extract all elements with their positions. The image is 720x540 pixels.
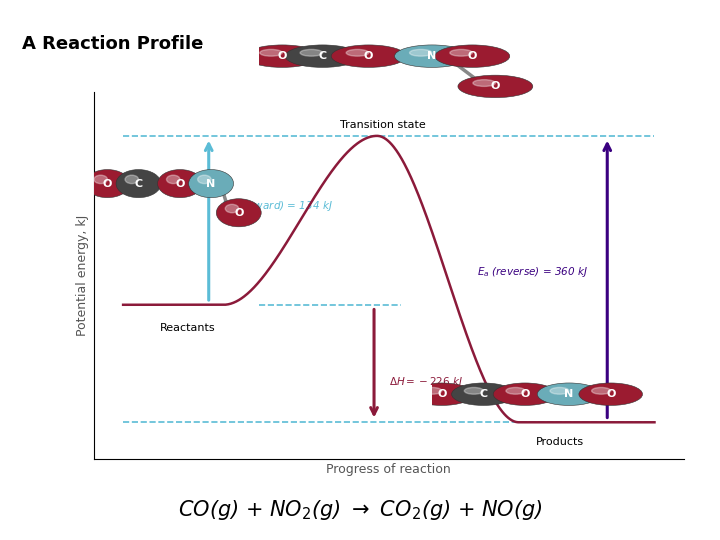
Circle shape — [331, 45, 406, 68]
Text: C: C — [135, 179, 143, 188]
Text: O: O — [103, 179, 112, 188]
Circle shape — [410, 50, 432, 56]
Text: O: O — [364, 51, 374, 61]
Text: O: O — [437, 389, 446, 399]
Text: O: O — [277, 51, 287, 61]
Y-axis label: Potential energy, kJ: Potential energy, kJ — [76, 215, 89, 336]
Circle shape — [450, 50, 472, 56]
Text: C: C — [318, 51, 327, 61]
Circle shape — [464, 388, 483, 394]
Text: N: N — [207, 179, 216, 188]
Circle shape — [197, 175, 211, 184]
Circle shape — [225, 204, 239, 213]
Text: O: O — [234, 208, 243, 218]
Circle shape — [346, 50, 369, 56]
Circle shape — [451, 383, 516, 406]
Text: O: O — [606, 389, 616, 399]
Circle shape — [285, 45, 360, 68]
Circle shape — [166, 175, 180, 184]
Circle shape — [300, 50, 323, 56]
Text: A Reaction Profile: A Reaction Profile — [22, 35, 203, 53]
Circle shape — [395, 45, 469, 68]
Circle shape — [189, 170, 233, 198]
Text: Reactants: Reactants — [161, 323, 216, 333]
Circle shape — [116, 170, 161, 198]
Circle shape — [473, 80, 495, 86]
Text: Products: Products — [536, 437, 584, 447]
Circle shape — [423, 388, 442, 394]
Circle shape — [85, 170, 130, 198]
Circle shape — [216, 199, 261, 227]
Text: $E_a$ (reverse) = 360 kJ: $E_a$ (reverse) = 360 kJ — [477, 265, 588, 279]
Circle shape — [537, 383, 601, 406]
Text: N: N — [564, 389, 574, 399]
Circle shape — [410, 383, 474, 406]
Text: O: O — [467, 51, 477, 61]
Text: $E_a$ (forward) = 134 kJ: $E_a$ (forward) = 134 kJ — [220, 199, 333, 213]
X-axis label: Progress of reaction: Progress of reaction — [326, 463, 451, 476]
Text: C: C — [480, 389, 487, 399]
Text: Transition state: Transition state — [340, 120, 426, 130]
Circle shape — [493, 383, 557, 406]
Circle shape — [94, 175, 107, 184]
Circle shape — [158, 170, 202, 198]
Text: O: O — [175, 179, 185, 188]
Circle shape — [458, 75, 533, 98]
Circle shape — [125, 175, 138, 184]
Circle shape — [260, 50, 282, 56]
Text: O: O — [521, 389, 530, 399]
Text: N: N — [428, 51, 436, 61]
Circle shape — [550, 388, 569, 394]
Circle shape — [592, 388, 611, 394]
Circle shape — [579, 383, 642, 406]
Text: $\Delta H = -226$ kJ: $\Delta H = -226$ kJ — [389, 375, 463, 389]
Text: CO($g$) + NO$_2$($g$) $\rightarrow$ CO$_2$($g$) + NO($g$): CO($g$) + NO$_2$($g$) $\rightarrow$ CO$_… — [178, 498, 542, 522]
Text: O: O — [490, 82, 500, 91]
Circle shape — [245, 45, 320, 68]
Circle shape — [435, 45, 510, 68]
Circle shape — [506, 388, 525, 394]
